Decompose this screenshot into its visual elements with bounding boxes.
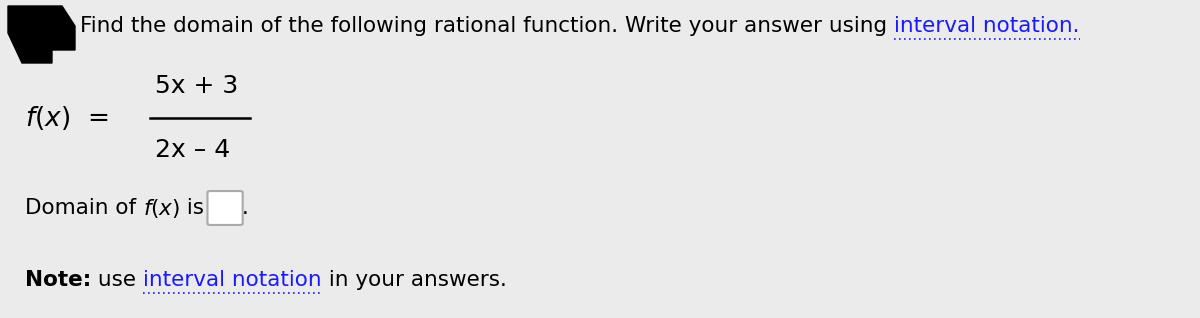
Text: interval notation: interval notation bbox=[143, 270, 322, 290]
Text: $f(x)$  =: $f(x)$ = bbox=[25, 104, 108, 132]
Text: in your answers.: in your answers. bbox=[322, 270, 506, 290]
Text: use: use bbox=[91, 270, 143, 290]
Text: Note:: Note: bbox=[25, 270, 91, 290]
Text: $f(x)$: $f(x)$ bbox=[143, 197, 180, 219]
Text: 2x – 4: 2x – 4 bbox=[155, 138, 230, 162]
Text: Find the domain of the following rational function. Write your answer using: Find the domain of the following rationa… bbox=[80, 16, 894, 36]
Text: Domain of: Domain of bbox=[25, 198, 143, 218]
Text: is: is bbox=[180, 198, 211, 218]
Text: 5x + 3: 5x + 3 bbox=[155, 74, 239, 98]
Text: .: . bbox=[242, 198, 248, 218]
Text: interval notation.: interval notation. bbox=[894, 16, 1080, 36]
